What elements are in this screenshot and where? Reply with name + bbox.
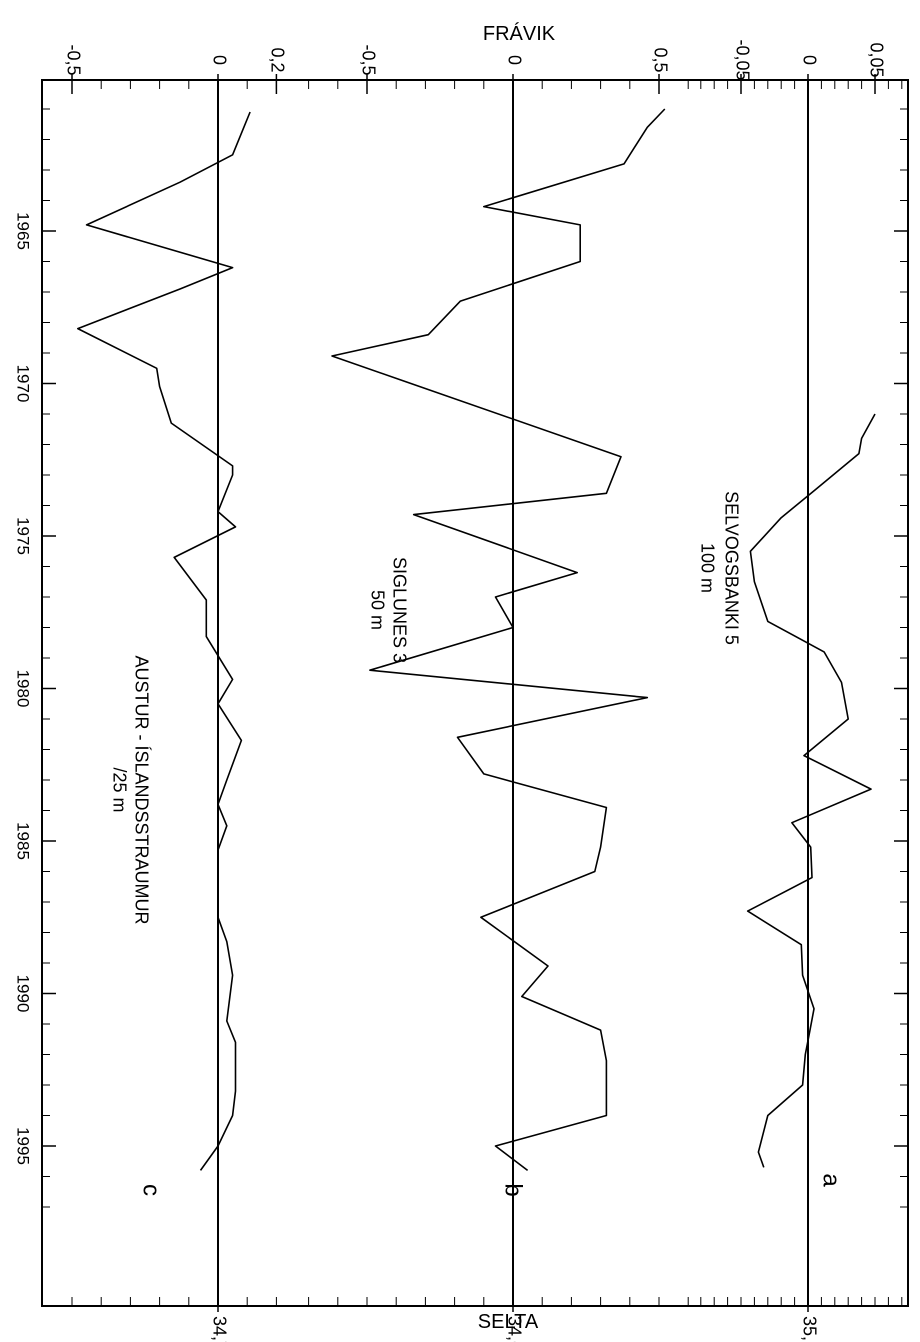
panel-letter: c <box>138 1184 165 1196</box>
panel-depth-label: 100 m <box>697 543 717 593</box>
panel-station-label: AUSTUR - ÍSLANDSSTRAUMUR <box>131 655 151 924</box>
panel-letter: a <box>818 1173 845 1187</box>
top-axis-title: FRÁVIK <box>483 22 556 45</box>
deviation-tick-label: 0,5 <box>650 47 670 72</box>
plot-frame <box>41 79 909 1307</box>
deviation-tick-label: -0,05 <box>732 39 752 80</box>
series-line-b <box>331 108 666 1172</box>
year-tick-label: 1990 <box>14 975 33 1013</box>
axis-ticks <box>42 74 908 1312</box>
panel-letter: b <box>500 1183 527 1196</box>
panel-depth-label: /25 m <box>109 767 129 812</box>
year-tick-label: 1965 <box>14 212 33 250</box>
panel-station-label: SELVOGSBANKI 5 <box>721 491 741 645</box>
baseline-salinity-label: 34,70 <box>209 1316 229 1342</box>
deviation-tick-label: -0,5 <box>358 44 378 75</box>
bottom-axis-title: SELTA <box>478 1311 539 1333</box>
deviation-tick-label: 0 <box>209 55 229 65</box>
deviation-tick-label: -0,5 <box>63 44 83 75</box>
labels: FRÁVIK SELTA 1965 1970 1975 1980 1985 1990 199… <box>14 22 887 1342</box>
deviation-tick-label: 0,05 <box>866 42 886 77</box>
baselines <box>217 80 809 1306</box>
series-line-c <box>77 111 251 1171</box>
year-tick-label: 1975 <box>14 517 33 555</box>
series-lines <box>77 108 876 1172</box>
deviation-tick-label: 0,2 <box>268 47 288 72</box>
panel-station-label: SIGLUNES 3 <box>389 557 409 663</box>
year-tick-label: 1970 <box>14 365 33 403</box>
baseline-salinity-label: 35,155 <box>799 1316 819 1342</box>
panel-depth-label: 50 m <box>367 590 387 630</box>
year-tick-label: 1995 <box>14 1127 33 1165</box>
baseline-salinity-label: 34,62 <box>504 1316 524 1342</box>
year-tick-label: 1985 <box>14 822 33 860</box>
series-line-a <box>746 413 876 1168</box>
plot-border <box>41 79 909 1307</box>
deviation-tick-label: 0 <box>504 55 524 65</box>
deviation-tick-label: 0 <box>799 55 819 65</box>
year-tick-label: 1980 <box>14 670 33 708</box>
